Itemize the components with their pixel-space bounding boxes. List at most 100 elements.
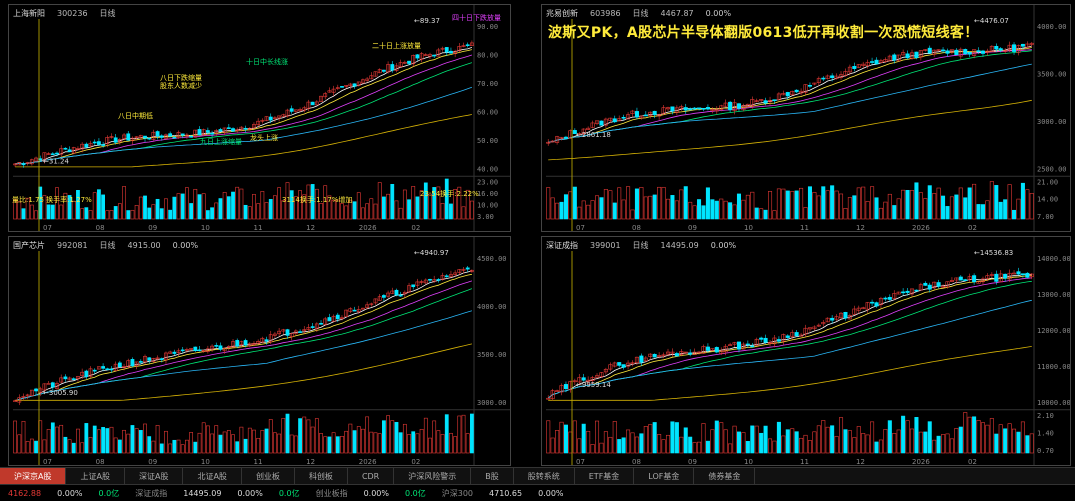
candle-body	[365, 304, 370, 308]
ma-line-20	[548, 49, 1032, 143]
candle-body	[84, 370, 89, 377]
candle-body	[453, 50, 458, 54]
candle-body	[683, 107, 688, 111]
volume-bar	[285, 413, 290, 454]
volume-bar	[639, 187, 644, 220]
volume-bar	[465, 433, 470, 454]
candle-body	[327, 90, 332, 93]
ma-line-20	[547, 277, 1032, 399]
tab-1[interactable]: 上证A股	[66, 468, 125, 485]
tab-9[interactable]: 股转系统	[514, 468, 575, 485]
candle-body	[594, 375, 600, 378]
volume-bar	[1029, 193, 1034, 220]
volume-bar	[239, 426, 244, 454]
candle-body	[941, 49, 946, 52]
chart-panel-zhaoyi[interactable]: 兆易创新 603986 日线 4467.87 0.00% 4000.00 3500.00 3…	[541, 4, 1071, 232]
volume-bar	[883, 201, 888, 220]
volume-bar	[741, 199, 746, 220]
x-tick-label: 12	[856, 224, 865, 232]
volume-bar	[323, 436, 328, 454]
tab-12[interactable]: 债券基金	[694, 468, 756, 485]
volume-bar	[29, 204, 34, 220]
volume-bar	[50, 204, 55, 220]
candle-body	[830, 75, 835, 78]
volume-bar	[130, 425, 135, 454]
tab-0[interactable]: 沪深京A股	[0, 468, 67, 485]
volume-bar	[260, 191, 265, 220]
volume-bar	[130, 209, 135, 220]
candle-body	[909, 52, 915, 59]
headline-overlay: 波斯又PK，A股芯片半导体翻版0613低开再收割一次恐慌短线客！	[548, 25, 979, 41]
vol-tick-label: 21.00	[1037, 178, 1058, 186]
candle-body	[268, 116, 273, 121]
candle-body	[138, 135, 143, 139]
x-tick-label: 02	[968, 458, 977, 466]
volume-bar	[176, 439, 181, 454]
volume-bar	[741, 432, 746, 454]
candle-body	[67, 149, 72, 153]
candle-body	[945, 50, 950, 54]
volume-bar	[679, 436, 684, 454]
tab-10[interactable]: ETF基金	[575, 468, 635, 485]
volume-bar	[218, 198, 223, 220]
tab-5[interactable]: 科创板	[295, 468, 348, 485]
y-tick-label: 80.00	[477, 51, 498, 59]
tab-3[interactable]: 北证A股	[183, 468, 242, 485]
candle-body	[205, 348, 210, 352]
candle-body	[594, 120, 600, 124]
candle-body	[185, 349, 189, 351]
candle-body	[46, 382, 51, 385]
volume-bar	[365, 416, 370, 454]
volume-bar	[134, 205, 139, 220]
volume-bar	[88, 437, 93, 454]
candle-body	[193, 346, 198, 351]
candle-body	[67, 377, 72, 381]
candle-body	[134, 136, 139, 139]
volume-bar	[277, 433, 282, 454]
candle-body	[572, 130, 577, 134]
volume-bar	[172, 196, 177, 220]
candle-body	[218, 345, 223, 350]
candle-body	[419, 281, 424, 283]
high-price-label: ←4476.07	[974, 17, 1009, 25]
candle-body	[97, 141, 101, 145]
candle-body	[776, 93, 781, 101]
volume-bar	[736, 193, 742, 220]
volume-bar	[847, 430, 852, 454]
status-item: 0.0亿	[405, 488, 426, 498]
candle-body	[697, 107, 702, 110]
volume-bar	[176, 193, 181, 220]
tab-11[interactable]: LOF基金	[634, 468, 695, 485]
volume-bar	[461, 206, 466, 220]
volume-bar	[736, 431, 742, 454]
volume-annotation: 3114换手:1.17%增加	[282, 196, 353, 204]
volume-bar	[314, 418, 319, 454]
chart-panel-shanghai-xinyang[interactable]: 上海新阳 300236 日线 90.00 80.00 70.00 60.00 50.00 40…	[8, 4, 511, 232]
candle-body	[381, 69, 386, 72]
candle-body	[235, 129, 240, 132]
volume-bar	[138, 196, 143, 220]
candle-body	[356, 81, 361, 86]
chart-panel-shenzheng[interactable]: 深证成指 399001 日线 14495.09 0.00% 14000.00 13000.…	[541, 236, 1071, 466]
tab-8[interactable]: B股	[471, 468, 514, 485]
candle-body	[923, 49, 928, 51]
candle-body	[630, 110, 635, 114]
tab-7[interactable]: 沪深风险警示	[394, 468, 472, 485]
volume-bar	[887, 420, 892, 454]
volume-bar	[84, 423, 89, 454]
candle-body	[113, 137, 118, 143]
volume-bar	[714, 200, 719, 220]
candle-body	[799, 90, 804, 94]
x-tick-label: 12	[856, 458, 865, 466]
volume-bar	[97, 189, 101, 220]
tab-6[interactable]: CDR	[348, 468, 395, 485]
candle-body	[17, 162, 22, 166]
chart-panel-guochan-xinpian[interactable]: 国产芯片 992081 日线 4915.00 0.00% 4500.00 4000.00 3…	[8, 236, 511, 466]
candle-body	[612, 118, 617, 123]
candle-body	[883, 59, 888, 62]
candle-body	[84, 143, 89, 148]
candle-body	[732, 102, 737, 111]
tab-2[interactable]: 深证A股	[125, 468, 184, 485]
candle-body	[825, 75, 830, 79]
tab-4[interactable]: 创业板	[242, 468, 295, 485]
